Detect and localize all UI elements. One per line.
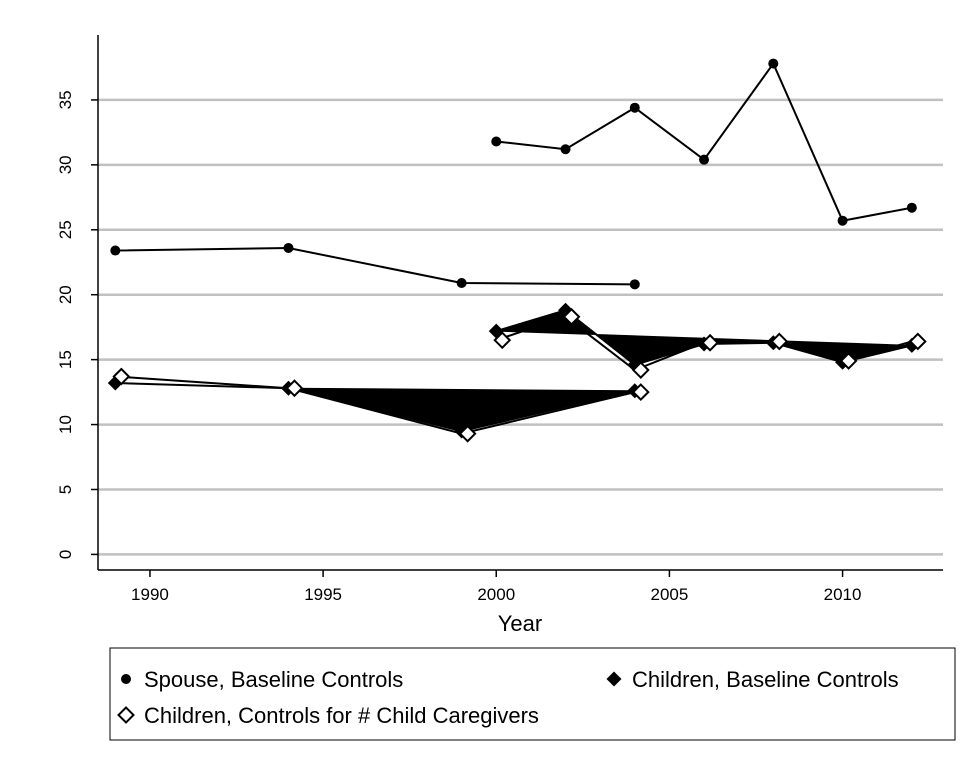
data-point-s3-2-1 — [493, 331, 512, 350]
data-point-s3-2-4 — [701, 333, 719, 352]
x-tick-label-1995: 1995 — [304, 585, 342, 604]
x-tick-label-2010: 2010 — [824, 585, 862, 604]
y-tick-label-5: 5 — [56, 485, 75, 494]
x-axis-title: Year — [498, 611, 542, 636]
y-tick-label-25: 25 — [56, 220, 75, 239]
series-line-1-1 — [115, 246, 635, 286]
y-tick-label-0: 0 — [56, 550, 75, 559]
y-tick-label-35: 35 — [56, 90, 75, 109]
data-point-s3-2-2 — [562, 307, 581, 326]
data-point-s3-2-6 — [839, 352, 858, 370]
data-point-s1-1-1 — [110, 245, 121, 256]
gridlines — [98, 98, 943, 556]
data-point-s1-2-5 — [768, 58, 779, 69]
data-point-s3-1-2 — [285, 379, 304, 398]
data-point-s3-2-5 — [770, 332, 789, 351]
x-tick-label-2005: 2005 — [650, 585, 688, 604]
data-point-s1-2-7 — [906, 202, 917, 213]
legend-label-3: Children, Controls for # Child Caregiver… — [144, 703, 539, 728]
axes: 0 5 10 15 20 25 30 35 1990 1995 2000 2005 2010 — [56, 35, 943, 604]
data-point-s3-2-7 — [908, 332, 927, 351]
y-tick-label-30: 30 — [56, 155, 75, 174]
x-tick-label-1990: 1990 — [131, 585, 169, 604]
legend: Spouse, Baseline Controls Children, Basel… — [109, 647, 956, 741]
legend-label-1: Spouse, Baseline Controls — [144, 667, 403, 692]
y-tick-label-10: 10 — [56, 415, 75, 434]
legend-label-2: Children, Baseline Controls — [632, 667, 899, 692]
data-point-s1-1-4 — [629, 279, 640, 290]
legend-marker-1 — [121, 674, 131, 684]
legend-marker-3 — [117, 706, 135, 724]
series-line-3-1 — [115, 375, 636, 435]
data-point-s1-1-2 — [283, 242, 294, 253]
data-point-s3-1-4 — [631, 383, 650, 402]
legend-box — [109, 647, 956, 741]
legend-marker-2 — [606, 671, 622, 687]
data-point-s1-2-2 — [560, 144, 571, 155]
data-point-s3-2-3 — [631, 361, 650, 379]
data-point-s3-1-1 — [112, 367, 131, 386]
y-tick-label-15: 15 — [56, 350, 75, 369]
data-point-s1-2-1 — [491, 136, 502, 147]
data-point-s1-2-6 — [837, 215, 848, 226]
data-point-s3-1-3 — [458, 424, 477, 443]
data-point-s1-2-3 — [629, 102, 640, 113]
series-markers — [107, 58, 927, 443]
series-line-2-1 — [115, 382, 636, 433]
y-tick-label-20: 20 — [56, 285, 75, 304]
data-point-s1-1-3 — [456, 278, 467, 289]
data-point-s1-2-4 — [699, 154, 710, 165]
x-tick-label-2000: 2000 — [477, 585, 515, 604]
